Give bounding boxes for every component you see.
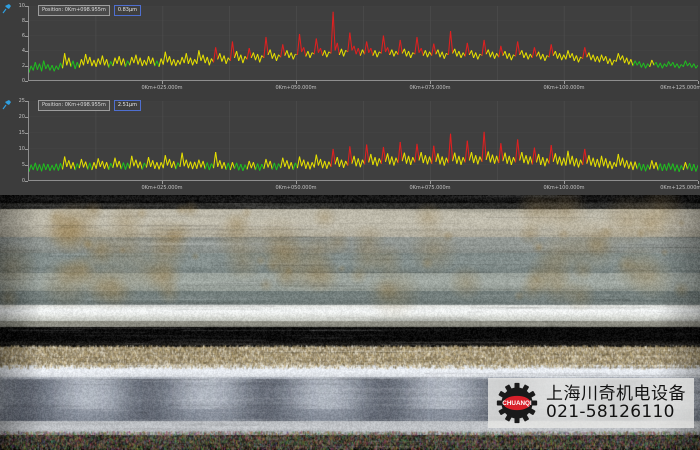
gear-logo-icon: CHUANQI: [496, 382, 538, 424]
x-tick-label: 0Km+075.000m: [409, 185, 450, 191]
waveform-upper: [29, 6, 698, 80]
x-tick-label: 0Km+125.000m: [660, 85, 700, 91]
plot-area-lower[interactable]: [28, 101, 698, 181]
phone-number: 021-58126110: [546, 403, 686, 421]
value-readout-upper: 0.83µm: [114, 5, 141, 16]
x-tick-label: 0Km+075.000m: [409, 85, 450, 91]
x-tick-label: 0Km+025.000m: [141, 185, 182, 191]
company-name: 上海川奇机电设备: [546, 385, 686, 403]
x-tick-label: 0Km+100.000m: [543, 185, 584, 191]
chart-panel-upper[interactable]: Position: 0Km+098.955m 0.83µm Band 30-18…: [0, 0, 700, 95]
x-tick-label: 0Km+125.000m: [660, 185, 700, 191]
watermark: CHUANQI 上海川奇机电设备 021-58126110: [488, 378, 694, 428]
position-readout-lower: Position: 0Km+098.955m: [38, 100, 110, 111]
chart-panel-lower[interactable]: Position: 0Km+098.955m 2.51µm Band 30-18…: [0, 95, 700, 195]
position-readout-upper: Position: 0Km+098.955m: [38, 5, 110, 16]
readout-upper: Position: 0Km+098.955m 0.83µm: [38, 5, 141, 16]
x-tick-label: 0Km+025.000m: [141, 85, 182, 91]
readout-lower: Position: 0Km+098.955m 2.51µm: [38, 100, 141, 111]
x-tick-label: 0Km+050.000m: [275, 85, 316, 91]
plot-wrap-upper: Band 30-180 10864200Km+025.000m0Km+050.0…: [28, 6, 698, 81]
plot-wrap-lower: Band 30-180 25201510500Km+025.000m0Km+05…: [28, 101, 698, 181]
pin-icon: [2, 99, 13, 110]
x-tick-label: 0Km+050.000m: [275, 185, 316, 191]
pin-icon: [2, 3, 13, 14]
logo-text: CHUANQI: [502, 400, 532, 407]
inspection-viewer: Position: 0Km+098.955m 0.83µm Band 30-18…: [0, 0, 700, 450]
plot-area-upper[interactable]: [28, 6, 698, 81]
value-readout-lower: 2.51µm: [114, 100, 141, 111]
x-tick-label: 0Km+100.000m: [543, 85, 584, 91]
waveform-lower: [29, 101, 698, 180]
